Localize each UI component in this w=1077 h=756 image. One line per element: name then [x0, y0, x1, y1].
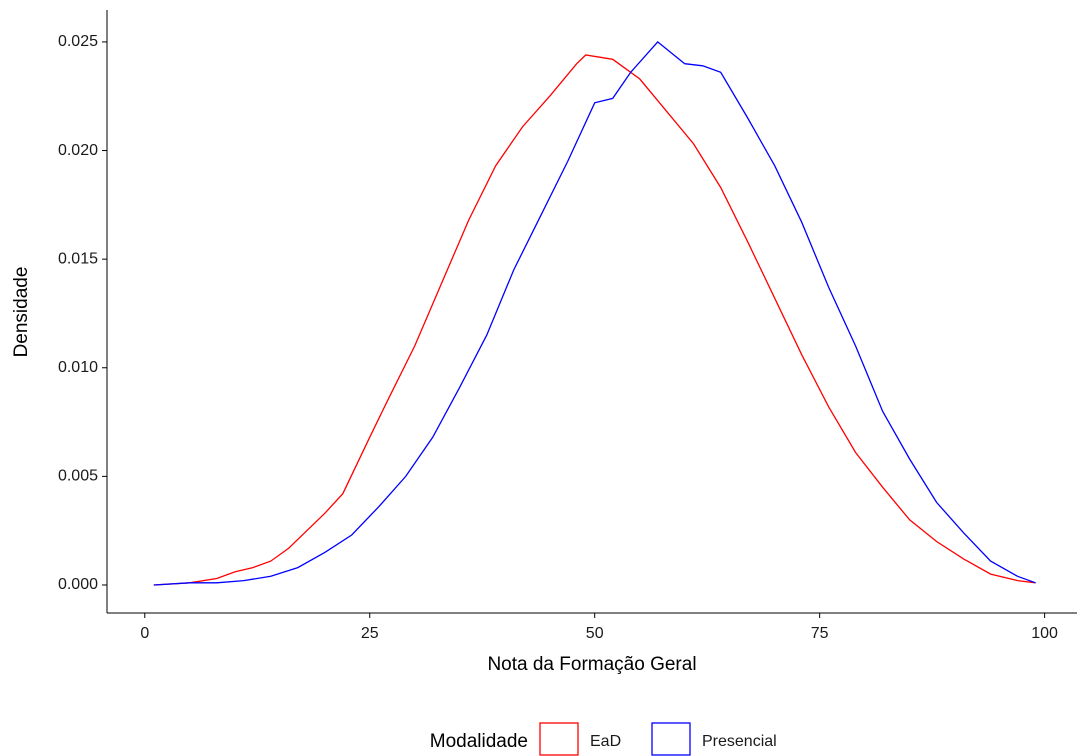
y-tick-label: 0.015 — [58, 250, 98, 267]
y-tick-label: 0.000 — [58, 576, 98, 593]
legend-label: Presencial — [702, 733, 777, 750]
legend-title: Modalidade — [430, 731, 528, 752]
x-tick-label: 50 — [586, 625, 604, 642]
y-tick-label: 0.020 — [58, 142, 98, 159]
legend-label: EaD — [590, 733, 621, 750]
density-line — [153, 41, 1036, 586]
x-tick-label: 25 — [361, 625, 379, 642]
legend-key — [539, 722, 579, 756]
x-tick-label: 100 — [1031, 625, 1058, 642]
y-axis-title: Densidade — [11, 267, 32, 358]
y-tick-label: 0.010 — [58, 359, 98, 376]
x-axis-title: Nota da Formação Geral — [487, 654, 696, 675]
legend-key — [651, 722, 691, 756]
density-line — [153, 54, 1036, 586]
y-tick-label: 0.025 — [58, 33, 98, 50]
x-tick-label: 0 — [140, 625, 149, 642]
x-tick-label: 75 — [811, 625, 829, 642]
y-tick-label: 0.005 — [58, 468, 98, 485]
